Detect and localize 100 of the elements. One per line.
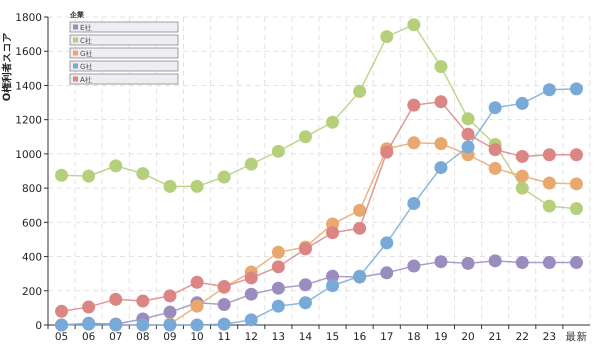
point [570, 202, 583, 216]
point [218, 318, 231, 331]
point [570, 82, 583, 96]
point [488, 101, 502, 114]
point [407, 259, 420, 272]
point [190, 318, 204, 332]
point [244, 271, 258, 284]
point [353, 222, 366, 235]
x-tick-label: 22 [516, 331, 529, 343]
point [163, 306, 176, 319]
y-tick-label: 1200 [15, 114, 42, 127]
y-axis-title: O権利者スコア [1, 32, 13, 102]
point [542, 83, 556, 96]
point [55, 168, 68, 182]
point [272, 282, 285, 295]
x-tick-label: 05 [54, 331, 68, 343]
y-tick-label: 800 [22, 183, 42, 196]
point [298, 278, 312, 292]
x-tick-label: 最新 [565, 330, 588, 343]
point [136, 167, 150, 180]
point [82, 300, 96, 314]
x-tick-label: 07 [109, 331, 122, 343]
point [218, 298, 231, 311]
x-tick-label: 12 [244, 331, 258, 343]
point [516, 182, 529, 195]
point [353, 204, 366, 217]
point [136, 294, 150, 308]
point [570, 177, 583, 190]
point [244, 288, 258, 301]
point [434, 255, 448, 268]
point [434, 60, 448, 74]
point [244, 313, 258, 326]
point [542, 176, 556, 190]
point [542, 200, 556, 213]
point [407, 197, 420, 210]
point [570, 148, 583, 162]
point [326, 279, 340, 292]
point [272, 260, 285, 274]
y-tick-label: 1800 [15, 12, 42, 24]
y-tick-label: 0 [35, 320, 42, 332]
y-tick-label: 1400 [15, 80, 42, 92]
x-tick-label: 15 [326, 331, 340, 343]
x-tick-label: 06 [82, 331, 96, 343]
point [542, 256, 556, 270]
x-tick-label: 10 [190, 331, 204, 343]
point [163, 289, 176, 302]
point [326, 226, 340, 240]
point [218, 170, 231, 184]
x-tick-label: 08 [136, 331, 150, 343]
point [109, 159, 122, 172]
point [190, 276, 204, 289]
point [190, 180, 204, 193]
y-tick-label: 600 [22, 217, 42, 230]
point [298, 130, 312, 144]
point [462, 128, 475, 141]
point [272, 246, 285, 259]
point [516, 256, 529, 270]
point [488, 162, 502, 175]
point [380, 236, 394, 250]
point [109, 292, 122, 306]
point [407, 136, 420, 150]
x-tick-label: 17 [380, 331, 394, 343]
point [380, 30, 394, 44]
x-tick-label: 13 [272, 331, 286, 343]
point [516, 96, 529, 110]
point [542, 148, 556, 162]
x-tick-label: 19 [434, 331, 448, 343]
point [407, 18, 420, 32]
point [380, 146, 394, 159]
x-tick-label: 11 [217, 331, 231, 343]
y-tick-label: 1600 [15, 46, 42, 58]
x-tick-label: 20 [461, 331, 475, 343]
point [136, 318, 150, 332]
point [272, 300, 285, 313]
point [488, 254, 502, 268]
point [82, 170, 96, 183]
y-tick-label: 1000 [15, 148, 42, 161]
point [190, 300, 204, 313]
x-tick-label: 21 [488, 331, 502, 343]
x-tick-label: 09 [163, 331, 177, 343]
y-tick-label: 400 [22, 252, 42, 264]
x-tick-label: 18 [407, 331, 421, 343]
point [462, 112, 475, 126]
x-tick-label: 14 [298, 331, 312, 343]
point [570, 256, 583, 270]
point [163, 180, 176, 193]
point [272, 144, 285, 158]
point [380, 266, 394, 280]
point [353, 84, 366, 98]
y-tick-label: 200 [22, 286, 42, 298]
point [516, 150, 529, 163]
x-tick-label: 16 [352, 331, 367, 343]
point [55, 304, 68, 318]
point [462, 140, 475, 154]
point [298, 296, 312, 310]
point [516, 170, 529, 183]
point [434, 95, 448, 108]
point [488, 143, 502, 156]
point [407, 98, 420, 112]
point [462, 256, 475, 270]
